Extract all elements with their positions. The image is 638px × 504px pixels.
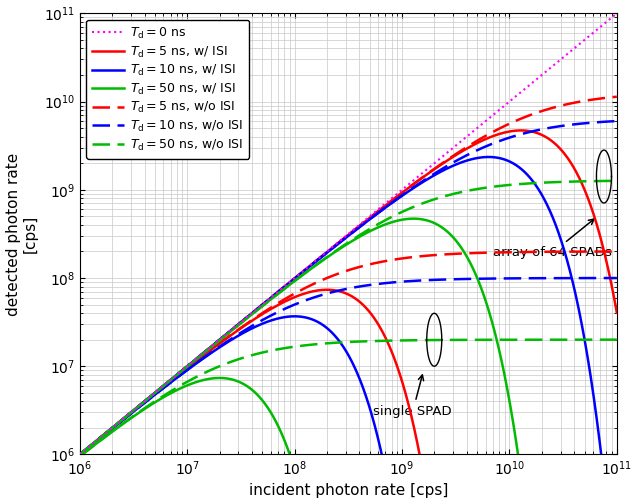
Text: single SPAD: single SPAD: [373, 375, 452, 418]
Legend: $T_{\mathrm{d}} = 0$ ns, $T_{\mathrm{d}} = 5$ ns, w/ ISI, $T_{\mathrm{d}} = 10$ : $T_{\mathrm{d}} = 0$ ns, $T_{\mathrm{d}}…: [86, 20, 249, 159]
Text: array of 64 SPADs: array of 64 SPADs: [493, 219, 612, 259]
Y-axis label: detected photon rate
[cps]: detected photon rate [cps]: [6, 152, 38, 316]
X-axis label: incident photon rate [cps]: incident photon rate [cps]: [249, 483, 448, 498]
